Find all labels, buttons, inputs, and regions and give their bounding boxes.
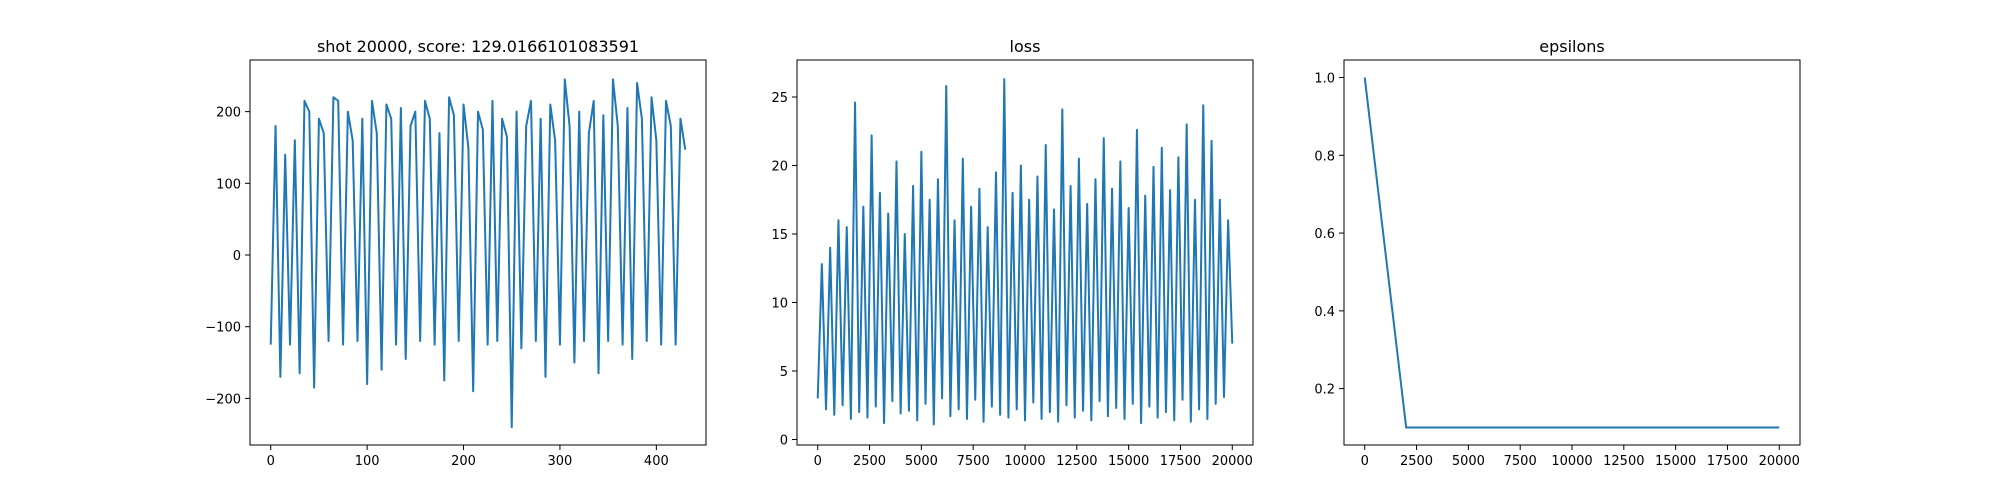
x-tick-label: 100 [355, 454, 380, 469]
y-tick-label: 0.2 [1314, 383, 1335, 398]
x-tick-label: 15000 [1108, 454, 1149, 469]
chart-title: shot 20000, score: 129.0166101083591 [317, 37, 639, 56]
y-tick-label: 1.0 [1314, 72, 1335, 87]
x-tick-label: 7500 [1504, 454, 1537, 469]
y-tick-label: 0.4 [1314, 305, 1335, 320]
axes-frame [796, 59, 1254, 446]
x-tick-label: 200 [451, 454, 476, 469]
y-tick-label: 10 [771, 297, 788, 312]
y-tick-label: 0 [233, 249, 241, 264]
x-tick-label: 0 [814, 454, 822, 469]
x-tick-label: 5000 [905, 454, 938, 469]
y-tick-label: 25 [771, 91, 788, 106]
axes-frame [249, 59, 707, 446]
y-tick-label: 0.8 [1314, 149, 1335, 164]
x-tick-label: 20000 [1759, 454, 1800, 469]
y-tick-label: 0 [780, 434, 788, 449]
data-line [269, 78, 687, 429]
x-tick-label: 2500 [1400, 454, 1433, 469]
x-tick-label: 5000 [1452, 454, 1485, 469]
x-tick-label: 300 [548, 454, 573, 469]
data-line [1363, 77, 1780, 429]
y-tick-label: −100 [205, 321, 241, 336]
y-tick-label: −200 [205, 392, 241, 407]
x-tick-label: 20000 [1212, 454, 1253, 469]
x-tick-label: 10000 [1004, 454, 1045, 469]
axes-frame [1343, 59, 1801, 446]
y-tick-label: 200 [216, 106, 241, 121]
x-tick-label: 12500 [1603, 454, 1644, 469]
x-tick-label: 17500 [1707, 454, 1748, 469]
x-tick-label: 400 [644, 454, 669, 469]
y-tick-label: 100 [216, 177, 241, 192]
y-tick-label: 15 [771, 228, 788, 243]
x-tick-label: 12500 [1056, 454, 1097, 469]
x-tick-label: 2500 [853, 454, 886, 469]
x-tick-label: 10000 [1551, 454, 1592, 469]
x-tick-label: 7500 [957, 454, 990, 469]
y-tick-label: 0.6 [1314, 227, 1335, 242]
x-tick-label: 0 [1361, 454, 1369, 469]
x-tick-label: 0 [267, 454, 275, 469]
y-tick-label: 20 [771, 159, 788, 174]
data-line [816, 78, 1234, 426]
chart-title: loss [1010, 37, 1041, 56]
x-tick-label: 17500 [1160, 454, 1201, 469]
chart-title: epsilons [1539, 37, 1605, 56]
x-tick-label: 15000 [1655, 454, 1696, 469]
y-tick-label: 5 [780, 365, 788, 380]
